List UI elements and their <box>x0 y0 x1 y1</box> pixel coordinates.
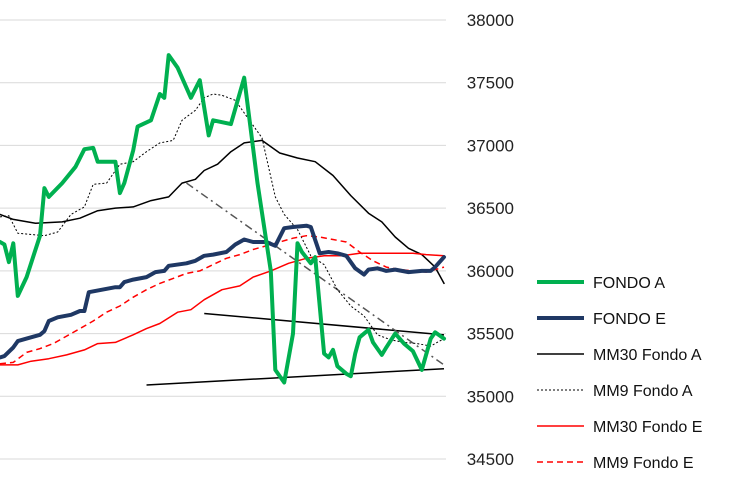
legend-label: MM9 Fondo E <box>593 455 693 472</box>
trendline-2 <box>204 312 445 336</box>
legend-label: MM30 Fondo A <box>593 347 702 364</box>
series-line-mm30-fondo-a <box>0 139 445 285</box>
y-axis-tick-labels: 38000 37500 37000 36500 36000 35500 35000 34500 <box>467 11 514 469</box>
y-tick-label: 36500 <box>467 199 514 218</box>
series-line-fondo-a <box>0 53 446 385</box>
y-tick-label: 37500 <box>467 74 514 93</box>
legend: FONDO A FONDO E MM30 Fondo A MM9 Fondo A MM3… <box>537 275 702 472</box>
y-tick-label: 38000 <box>467 11 514 30</box>
y-tick-label: 35000 <box>467 387 514 406</box>
y-tick-label: 35500 <box>467 325 514 344</box>
series-lines <box>0 53 446 385</box>
series-line-mm9-fondo-e <box>0 234 445 365</box>
series-line-mm9-fondo-a <box>0 93 445 347</box>
series-line-fondo-e <box>0 223 446 360</box>
y-tick-label: 34500 <box>467 450 514 469</box>
gridlines <box>0 19 446 460</box>
legend-label: MM9 Fondo A <box>593 383 693 400</box>
legend-label: FONDO E <box>593 311 666 328</box>
legend-label: FONDO A <box>593 275 665 292</box>
y-tick-label: 36000 <box>467 262 514 281</box>
y-tick-label: 37000 <box>467 136 514 155</box>
trendline-1 <box>146 367 445 386</box>
series-line-mm30-fondo-e <box>0 252 445 366</box>
legend-label: MM30 Fondo E <box>593 419 702 436</box>
